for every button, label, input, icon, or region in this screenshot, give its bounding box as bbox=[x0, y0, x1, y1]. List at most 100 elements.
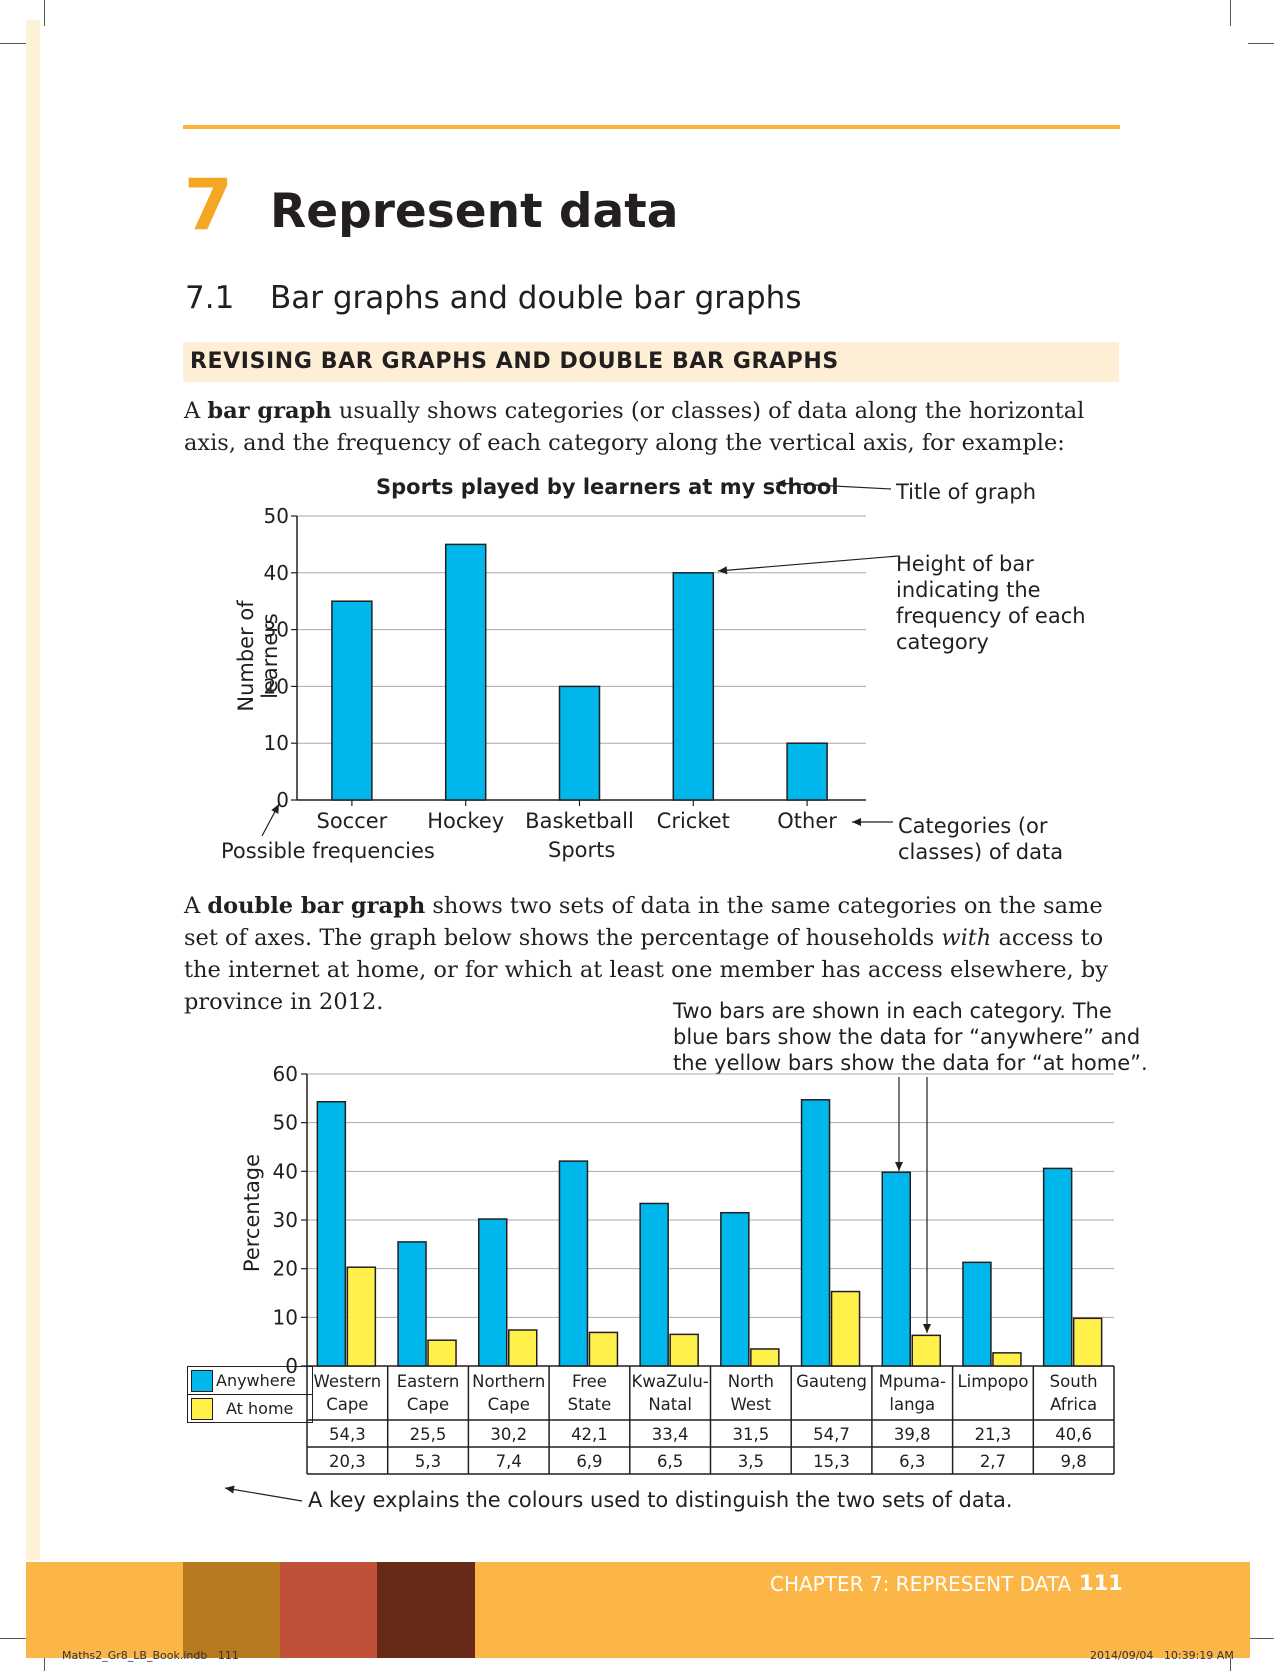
page-number: 111 bbox=[1079, 1571, 1123, 1595]
slug-right: 2014/09/04 10:39:19 AM bbox=[1090, 1649, 1234, 1662]
chart2-value-athome: 6,9 bbox=[576, 1452, 602, 1471]
double-bar-paragraph: A double bar graph shows two sets of dat… bbox=[184, 893, 1108, 1015]
crop-mark bbox=[0, 43, 26, 44]
chart2-category-label: Cape bbox=[488, 1395, 530, 1414]
chart2-value-athome: 6,3 bbox=[899, 1452, 925, 1471]
chart2-bar-athome bbox=[911, 1334, 941, 1367]
chart2-category-label: Cape bbox=[407, 1395, 449, 1414]
chart2-bar-athome bbox=[427, 1339, 457, 1367]
table-row-anywhere: Anywhere bbox=[187, 1366, 313, 1395]
chart2-category-label: West bbox=[731, 1395, 772, 1414]
chart2-category-label: State bbox=[568, 1395, 612, 1414]
section-banner-text: REVISING BAR GRAPHS AND DOUBLE BAR GRAPH… bbox=[190, 349, 839, 374]
chart1-ytick-label: 30 bbox=[264, 618, 289, 642]
chart1-category-label: Other bbox=[777, 809, 837, 833]
chart2-category-label: Eastern bbox=[397, 1372, 460, 1391]
chart2-bar-athome bbox=[508, 1329, 538, 1367]
chart2-bar-anywhere bbox=[639, 1202, 669, 1367]
chart2-category-label: Free bbox=[572, 1372, 607, 1391]
chapter-title: Represent data bbox=[270, 184, 679, 239]
crop-mark bbox=[44, 1650, 45, 1671]
chart2-bar-athome bbox=[992, 1352, 1022, 1367]
crop-mark bbox=[44, 0, 45, 26]
chart2-data-table: Anywhere At home bbox=[187, 1366, 313, 1423]
chart1-xlabel: Sports bbox=[548, 838, 616, 862]
chart2-category-label: Gauteng bbox=[796, 1372, 867, 1391]
chart2-category-label: South bbox=[1050, 1372, 1098, 1391]
table-row-athome: At home bbox=[187, 1394, 313, 1423]
chart1-category-label: Basketball bbox=[525, 809, 634, 833]
chart1-title: Sports played by learners at my school bbox=[376, 475, 839, 499]
chart2-value-anywhere: 54,3 bbox=[329, 1425, 366, 1444]
athome-swatch bbox=[191, 1397, 213, 1420]
chart2-bar-anywhere bbox=[720, 1211, 750, 1367]
chart1-ytick-label: 40 bbox=[264, 561, 289, 585]
chart1-ytick-label: 20 bbox=[264, 674, 289, 698]
chapter-number: 7 bbox=[184, 164, 233, 246]
chart1-bar bbox=[672, 572, 715, 801]
crop-mark bbox=[0, 1638, 26, 1639]
legend-swatch-cell bbox=[187, 1366, 216, 1395]
key-arrow-head bbox=[225, 1485, 235, 1494]
chart1-category-label: Soccer bbox=[316, 809, 387, 833]
height-arrow bbox=[717, 555, 899, 572]
frequencies-arrow-head bbox=[271, 804, 279, 814]
chart2-value-athome: 5,3 bbox=[415, 1452, 441, 1471]
section-number: 7.1 bbox=[185, 280, 235, 316]
crop-mark bbox=[1230, 1650, 1231, 1671]
section-title: Bar graphs and double bar graphs bbox=[270, 280, 802, 316]
chart1-ytick-label: 0 bbox=[276, 788, 289, 812]
chart2-ylabel: Percentage bbox=[240, 1153, 264, 1273]
chart2-value-anywhere: 33,4 bbox=[652, 1425, 689, 1444]
chart2-value-athome: 2,7 bbox=[980, 1452, 1006, 1471]
footer-color-block bbox=[377, 1562, 475, 1658]
title-of-graph-annotation: Title of graph bbox=[896, 480, 1037, 504]
crop-mark bbox=[1230, 0, 1231, 26]
legend-swatch-cell bbox=[187, 1394, 216, 1423]
chart2-category-label: Natal bbox=[648, 1395, 692, 1414]
footer-chapter-label: CHAPTER 7: REPRESENT DATA bbox=[770, 1572, 1072, 1596]
chart2-ytick-label: 40 bbox=[273, 1159, 298, 1183]
chart2-bar-athome bbox=[669, 1333, 699, 1367]
key-note-annotation: A key explains the colours used to disti… bbox=[308, 1488, 1013, 1512]
chart1-ytick-label: 10 bbox=[264, 731, 289, 755]
chart2-value-anywhere: 30,2 bbox=[490, 1425, 527, 1444]
chart2-value-athome: 9,8 bbox=[1061, 1452, 1087, 1471]
footer-color-block bbox=[183, 1562, 280, 1658]
chart2-value-anywhere: 25,5 bbox=[410, 1425, 447, 1444]
chart2-value-anywhere: 54,7 bbox=[813, 1425, 850, 1444]
chart1-bar bbox=[558, 685, 601, 801]
height-of-bar-annotation: Height of bar indicating the frequency o… bbox=[896, 552, 1086, 654]
chart2-bar-athome bbox=[588, 1331, 619, 1367]
chart2-bar-anywhere bbox=[397, 1241, 427, 1367]
chart2-value-athome: 6,5 bbox=[657, 1452, 683, 1471]
chart1-category-label: Cricket bbox=[657, 809, 730, 833]
chart2-ytick-label: 50 bbox=[273, 1111, 298, 1135]
series-label-anywhere: Anywhere bbox=[216, 1366, 313, 1395]
two-bars-annotation: Two bars are shown in each category. The… bbox=[673, 999, 1148, 1075]
chart2-bar-anywhere bbox=[800, 1099, 831, 1367]
chart2-bar-athome bbox=[750, 1348, 780, 1367]
chart2-value-athome: 7,4 bbox=[496, 1452, 522, 1471]
chart1-ytick-label: 50 bbox=[264, 504, 289, 528]
crop-mark bbox=[1248, 43, 1274, 44]
chart1-bar bbox=[331, 600, 373, 801]
chart2-ytick-label: 20 bbox=[273, 1257, 298, 1281]
section-banner bbox=[183, 342, 1119, 382]
crop-mark bbox=[1248, 1638, 1274, 1639]
title-arrow-head bbox=[776, 479, 786, 488]
chart2-category-label: Mpuma- bbox=[879, 1372, 946, 1391]
categories-arrow-head bbox=[852, 818, 861, 826]
chart2-value-anywhere: 31,5 bbox=[732, 1425, 769, 1444]
intro-paragraph: A bar graph usually shows categories (or… bbox=[184, 398, 1085, 456]
chart2-value-athome: 20,3 bbox=[329, 1452, 366, 1471]
chart2-category-label: Limpopo bbox=[957, 1372, 1028, 1391]
chart2-category-label: Northern bbox=[472, 1372, 545, 1391]
chart2-value-anywhere: 40,6 bbox=[1055, 1425, 1092, 1444]
chart2-category-label: Western bbox=[314, 1372, 382, 1391]
chart1-bar bbox=[786, 742, 828, 801]
chart2-bar-anywhere bbox=[316, 1100, 347, 1367]
chart2-value-anywhere: 21,3 bbox=[975, 1425, 1012, 1444]
chart2-category-label: langa bbox=[889, 1395, 935, 1414]
